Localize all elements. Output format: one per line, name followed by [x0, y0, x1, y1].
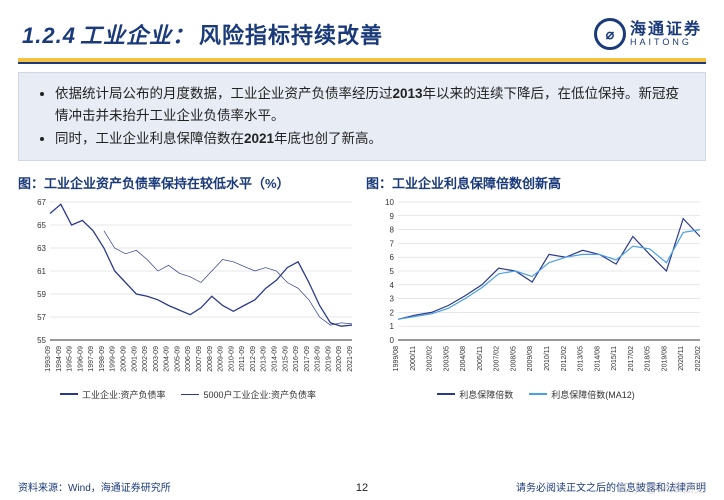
chart-left-title: 图：工业企业资产负债率保持在较低水平（%）	[18, 173, 358, 192]
chart-left-area: 55 57 59 61 63 65 67 1993-09 1994-09 1995-091996-…	[18, 196, 358, 386]
svg-text:2015/11: 2015/11	[611, 346, 618, 371]
svg-text:57: 57	[37, 313, 46, 322]
logo-text: 海通证券 HAITONG	[630, 22, 702, 47]
svg-text:2020/11: 2020/11	[678, 346, 685, 371]
svg-text:1996-09: 1996-09	[77, 346, 84, 372]
svg-text:2008-09: 2008-09	[207, 346, 214, 372]
svg-text:2013-09: 2013-09	[261, 346, 268, 372]
svg-text:2001-09: 2001-09	[131, 346, 138, 372]
chart-left-col: 图：工业企业资产负债率保持在较低水平（%） 55 57 59 61 63 65 67 1993…	[18, 173, 358, 401]
svg-text:2013/05: 2013/05	[578, 346, 585, 371]
svg-text:2018/05: 2018/05	[645, 346, 652, 371]
logo-icon: ⌀	[594, 18, 626, 50]
svg-text:2018-09: 2018-09	[315, 346, 322, 372]
svg-text:8: 8	[390, 225, 395, 234]
svg-text:2022/02: 2022/02	[695, 346, 702, 371]
title-part-1: 工业企业：	[80, 18, 195, 50]
svg-text:2004-09: 2004-09	[164, 346, 171, 372]
logo-cn: 海通证券	[630, 22, 702, 38]
svg-text:9: 9	[390, 212, 395, 221]
svg-text:2014-09: 2014-09	[272, 346, 279, 372]
svg-text:65: 65	[37, 221, 46, 230]
footer-source: 资料来源：Wind，海通证券研究所	[18, 479, 171, 494]
title-wrap: 1.2.4 工业企业： 风险指标持续改善	[22, 18, 383, 50]
svg-text:1999/08: 1999/08	[393, 346, 400, 371]
chart-right-area: 0 1 2 3 4 5 6 7 8 9 10 1999/08 2000/11 2002/02 2003/05…	[366, 196, 706, 386]
svg-text:2011-09: 2011-09	[239, 346, 246, 371]
svg-text:1994-09: 1994-09	[56, 346, 63, 372]
svg-text:2016-09: 2016-09	[293, 346, 300, 372]
svg-text:2003/05: 2003/05	[443, 346, 450, 371]
page-number: 12	[356, 482, 368, 494]
svg-text:1: 1	[390, 322, 395, 331]
svg-text:63: 63	[37, 244, 46, 253]
svg-text:1995-09: 1995-09	[67, 346, 74, 372]
svg-text:2005-09: 2005-09	[174, 346, 181, 372]
svg-text:2012/02: 2012/02	[561, 346, 568, 371]
svg-text:2009-09: 2009-09	[218, 346, 225, 372]
svg-text:2002-09: 2002-09	[142, 346, 149, 372]
svg-text:2006-09: 2006-09	[185, 346, 192, 372]
svg-text:4: 4	[390, 281, 395, 290]
svg-text:2014/08: 2014/08	[594, 346, 601, 371]
svg-text:1999-09: 1999-09	[110, 346, 117, 372]
slide: 1.2.4 工业企业： 风险指标持续改善 ⌀ 海通证券 HAITONG 依据统计…	[0, 0, 724, 500]
svg-text:6: 6	[390, 253, 395, 262]
svg-text:2005/11: 2005/11	[477, 346, 484, 371]
watermark: 知乎 @未来预见	[618, 479, 706, 496]
charts-row: 图：工业企业资产负债率保持在较低水平（%） 555759616365671993…	[0, 173, 724, 401]
svg-text:2007/02: 2007/02	[494, 346, 501, 371]
svg-text:2021-09: 2021-09	[347, 346, 354, 372]
svg-text:2000/11: 2000/11	[410, 346, 417, 371]
title-part-2: 风险指标持续改善	[199, 18, 383, 50]
bullet-item: 同时，工业企业利息保障倍数在2021年底也创了新高。	[55, 128, 691, 150]
svg-text:2000-09: 2000-09	[121, 346, 128, 372]
svg-text:3: 3	[390, 294, 395, 303]
svg-text:2019-09: 2019-09	[325, 346, 332, 372]
svg-text:55: 55	[37, 336, 46, 345]
svg-text:2007-09: 2007-09	[196, 346, 203, 372]
chart-left-legend: 工业企业:资产负债率 5000户工业企业:资产负债率	[18, 388, 358, 401]
svg-text:59: 59	[37, 290, 46, 299]
logo-en: HAITONG	[630, 38, 702, 47]
rule-blue	[18, 62, 706, 64]
legend-item: 利息保障倍数(MA12)	[529, 388, 635, 401]
svg-text:2: 2	[390, 308, 395, 317]
svg-text:61: 61	[37, 267, 46, 276]
chart-right-title: 图：工业企业利息保障倍数创新高	[366, 173, 706, 192]
svg-text:2002/02: 2002/02	[427, 346, 434, 371]
chart-right-legend: 利息保障倍数 利息保障倍数(MA12)	[366, 388, 706, 401]
svg-text:2017-09: 2017-09	[304, 346, 311, 372]
svg-text:7: 7	[390, 239, 395, 248]
svg-text:1997-09: 1997-09	[88, 346, 95, 372]
svg-text:2015-09: 2015-09	[282, 346, 289, 372]
svg-text:10: 10	[385, 198, 394, 207]
section-number: 1.2.4	[22, 23, 76, 49]
brand-logo: ⌀ 海通证券 HAITONG	[594, 18, 702, 50]
svg-text:2010/11: 2010/11	[544, 346, 551, 371]
legend-item: 工业企业:资产负债率	[60, 388, 166, 401]
svg-text:2003-09: 2003-09	[153, 346, 160, 372]
svg-text:1998-09: 1998-09	[99, 346, 106, 372]
svg-text:1993-09: 1993-09	[45, 346, 52, 372]
chart-right-col: 图：工业企业利息保障倍数创新高 0 1 2 3 4 5 6 7 8 9 10 1999/08 2000/…	[366, 173, 706, 401]
svg-text:2017/02: 2017/02	[628, 346, 635, 371]
header-row: 1.2.4 工业企业： 风险指标持续改善 ⌀ 海通证券 HAITONG	[0, 0, 724, 58]
bullet-item: 依据统计局公布的月度数据，工业企业资产负债率经历过2013年以来的连续下降后，在…	[55, 83, 691, 128]
svg-text:67: 67	[37, 198, 46, 207]
legend-item: 5000户工业企业:资产负债率	[181, 388, 316, 401]
bullet-box: 依据统计局公布的月度数据，工业企业资产负债率经历过2013年以来的连续下降后，在…	[18, 72, 706, 161]
svg-text:2010-09: 2010-09	[228, 346, 235, 372]
svg-text:5: 5	[390, 267, 395, 276]
svg-text:2009/08: 2009/08	[527, 346, 534, 371]
svg-text:2008/05: 2008/05	[510, 346, 517, 371]
svg-text:0: 0	[390, 336, 395, 345]
svg-text:2020-09: 2020-09	[336, 346, 343, 372]
svg-text:2019/08: 2019/08	[661, 346, 668, 371]
legend-item: 利息保障倍数	[437, 388, 513, 401]
svg-text:2004/08: 2004/08	[460, 346, 467, 371]
svg-text:2012-09: 2012-09	[250, 346, 257, 372]
